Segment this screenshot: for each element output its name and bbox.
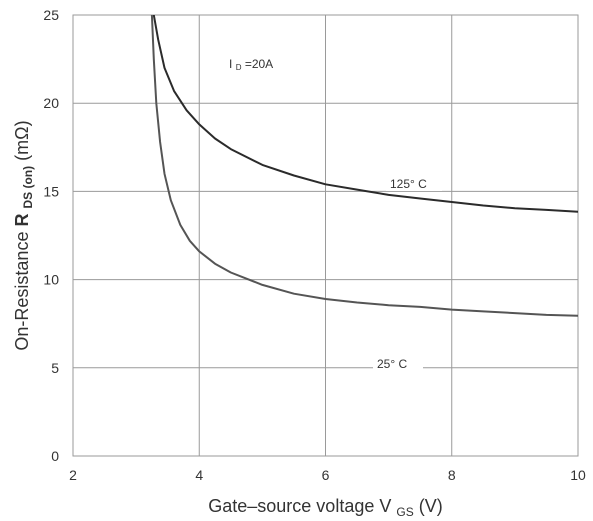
y-axis-label-prefix: On-Resistance [12, 227, 32, 351]
test-condition-annotation: I D =20A [229, 57, 273, 72]
y-axis-label: On-Resistance R DS (on) (mΩ) [12, 120, 35, 350]
x-tick-label: 8 [448, 467, 456, 483]
x-axis-label-prefix: Gate–source voltage V [208, 496, 391, 516]
x-axis-label: Gate–source voltage V GS (V) [208, 496, 443, 519]
y-tick-label: 15 [43, 183, 59, 199]
y-axis-label-suffix: (mΩ) [12, 120, 32, 160]
y-tick-label: 20 [43, 95, 59, 111]
y-axis-label-subscript: DS (on) [21, 166, 35, 209]
series-label-125c: 125° C [390, 177, 427, 191]
condition-prefix: I [229, 57, 232, 71]
plot-frame [72, 14, 579, 457]
series-layer [150, 15, 578, 317]
x-tick-label: 6 [322, 467, 330, 483]
y-axis-label-symbol: R [12, 214, 32, 227]
grid-layer [72, 14, 579, 457]
x-tick-label: 4 [195, 467, 203, 483]
series-label-125c-group: 125° C [386, 176, 442, 191]
y-tick-label: 25 [43, 7, 59, 23]
x-axis-label-subscript: GS [396, 505, 413, 519]
y-tick-label: 0 [51, 448, 59, 464]
x-axis-label-suffix: (V) [419, 496, 443, 516]
x-tick-label: 2 [69, 467, 77, 483]
series-label-25c: 25° C [377, 357, 407, 371]
condition-subscript: D [236, 63, 242, 72]
y-tick-label: 10 [43, 272, 59, 288]
plot-layer [72, 14, 579, 457]
x-tick-label: 10 [570, 467, 586, 483]
condition-suffix: =20A [245, 57, 273, 71]
series-label-25c-bg [373, 356, 423, 371]
tick-layer: 2 4 6 8 10 0 5 10 15 20 25 [43, 7, 586, 483]
y-tick-label: 5 [51, 360, 59, 376]
series-label-125c-bg [386, 176, 442, 191]
series-line-25c [150, 15, 578, 317]
series-label-25c-group: 25° C [373, 356, 423, 371]
series-line-125c [152, 15, 578, 213]
